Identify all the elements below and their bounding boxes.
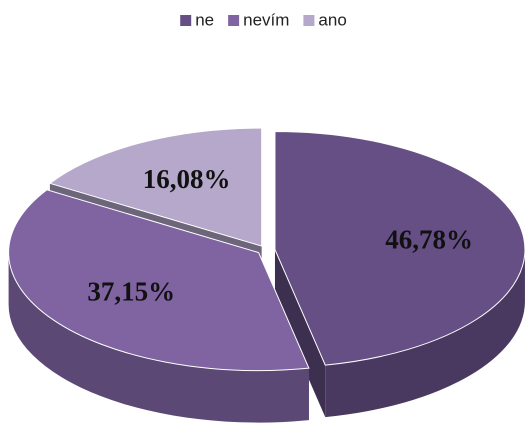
data-label: 37,15% — [87, 276, 175, 306]
data-label: 46,78% — [385, 224, 473, 254]
pie-slice-side — [8, 252, 309, 423]
data-label: 16,08% — [143, 164, 231, 194]
pie-labels: 46,78% 37,15% 16,08% — [87, 164, 473, 306]
legend-swatch — [228, 15, 240, 26]
legend-label: ne — [195, 10, 214, 29]
legend-swatch — [303, 15, 315, 26]
pie-slice-wall — [274, 249, 326, 418]
pie-slice-side — [325, 249, 525, 418]
legend: ne nevím ano — [180, 10, 347, 29]
pie-slice — [8, 189, 310, 372]
pie-slice — [48, 127, 263, 247]
legend-swatch — [180, 15, 192, 26]
legend-label: ano — [318, 10, 346, 29]
pie-tops — [8, 127, 526, 372]
legend-label: nevím — [243, 10, 289, 29]
pie-slice — [274, 131, 526, 366]
